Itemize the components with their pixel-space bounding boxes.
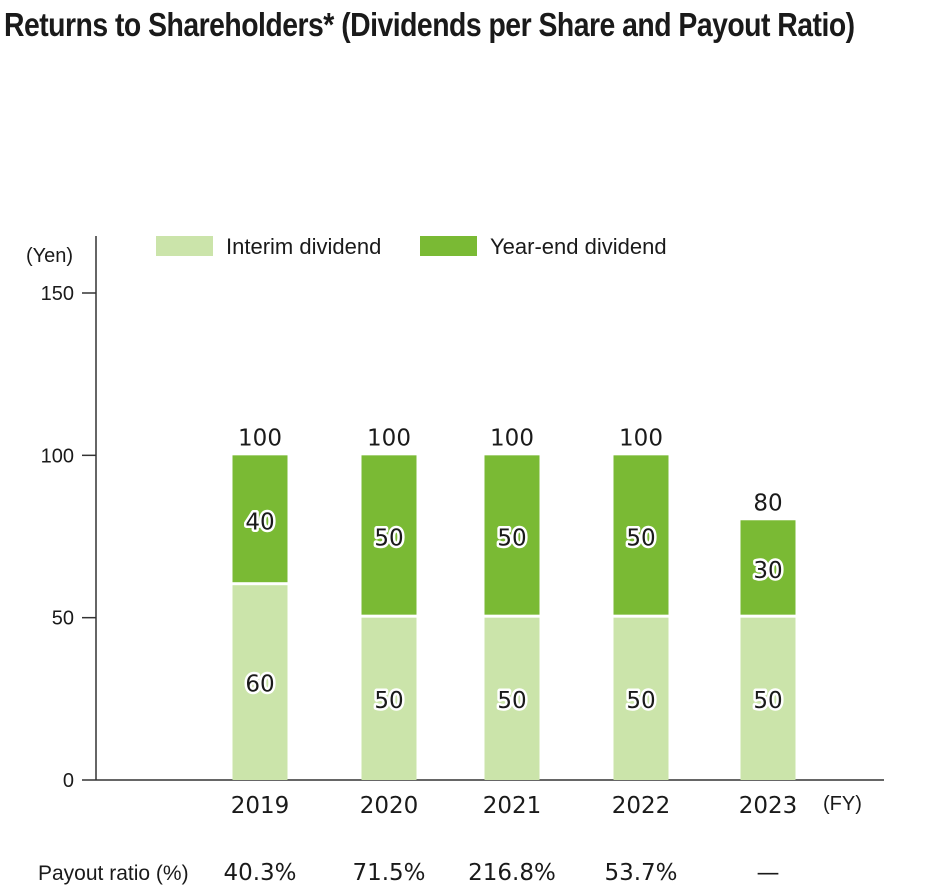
chart-title: Returns to Shareholders* (Dividends per … (4, 6, 855, 43)
bar-segment (361, 617, 417, 780)
labels: 60 40 100 50 50 100 50 50 100 50 50 100 50 30 80 (238, 425, 785, 716)
bar-total-label: 100 (367, 425, 411, 451)
segment-value-label: 50 (626, 526, 655, 552)
payout-ratio-value: 216.8% (468, 860, 556, 886)
segment-value-label: 50 (374, 526, 403, 552)
payout-ratio-value: — (757, 860, 780, 886)
segment-value-label: 50 (497, 526, 526, 552)
legend: Interim dividend Year-end dividend (156, 234, 667, 259)
payout-ratio-value: 53.7% (604, 860, 677, 886)
bar-segment (361, 455, 417, 615)
x-category-label: 2023 (739, 793, 798, 819)
segment-value-label: 50 (753, 688, 782, 714)
bar-segment (484, 455, 540, 615)
bar-segment (613, 617, 669, 780)
y-axis-unit-label: (Yen) (26, 245, 73, 267)
bar-segment (232, 585, 288, 780)
y-tick-label: 0 (63, 770, 74, 792)
bar-segment (740, 617, 796, 780)
legend-label: Interim dividend (226, 234, 381, 259)
bar-segment (613, 455, 669, 615)
segment-value-label: 50 (374, 688, 403, 714)
bar-total-label: 100 (238, 425, 282, 451)
x-axis-unit-label: (FY) (823, 793, 862, 815)
x-category-label: 2021 (483, 793, 542, 819)
y-tick-label: 150 (41, 283, 74, 305)
bar-total-label: 100 (490, 425, 534, 451)
axes: 0 50 100 150 (Yen) 2019 2020 2021 2022 2023 (FY) (26, 236, 884, 819)
bar-total-label: 100 (619, 425, 663, 451)
bar-total-label: 80 (753, 490, 782, 516)
legend-swatch (420, 236, 477, 256)
payout-ratio-value: 71.5% (352, 860, 425, 886)
bars (232, 455, 796, 780)
legend-label: Year-end dividend (490, 234, 667, 259)
segment-value-label: 30 (753, 558, 782, 584)
bar-segment (484, 617, 540, 780)
legend-swatch (156, 236, 213, 256)
payout-ratio-value: 40.3% (223, 860, 296, 886)
bar-segment (232, 455, 288, 583)
payout-ratio-row: Payout ratio (%) 40.3% 71.5% 216.8% 53.7% — (38, 860, 780, 886)
segment-value-label: 60 (245, 672, 274, 698)
y-tick-label: 50 (52, 608, 74, 630)
segment-value-label: 50 (497, 688, 526, 714)
x-category-label: 2022 (612, 793, 671, 819)
segment-value-label: 50 (626, 688, 655, 714)
y-tick-label: 100 (41, 445, 74, 467)
segment-value-label: 40 (245, 509, 274, 535)
payout-ratio-label: Payout ratio (%) (38, 862, 189, 885)
x-category-label: 2019 (231, 793, 290, 819)
bar-segment (740, 520, 796, 615)
x-category-label: 2020 (360, 793, 419, 819)
